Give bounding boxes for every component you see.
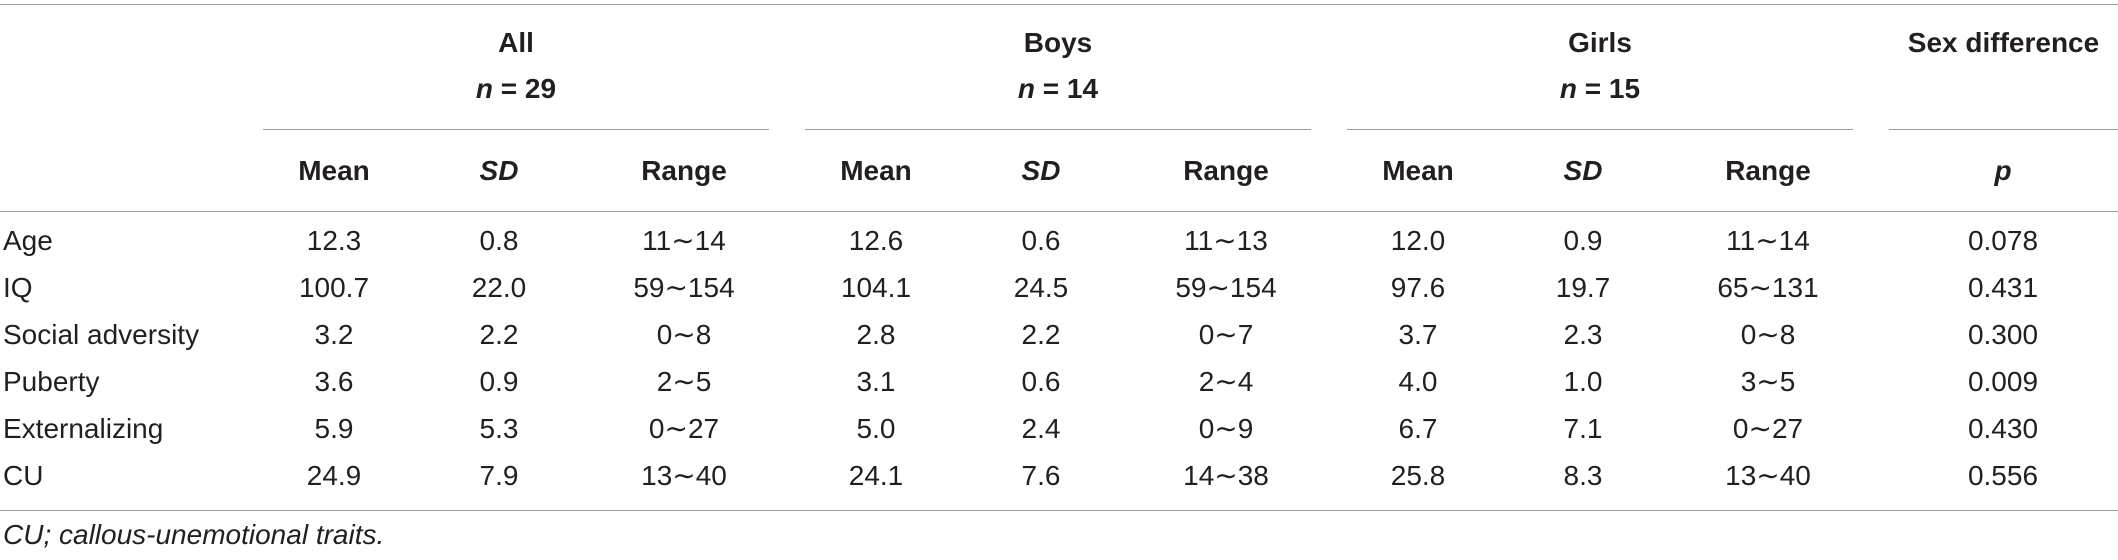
cell-mean-all: 12.3 <box>306 225 362 256</box>
cell-sd-all: 0.9 <box>479 366 519 397</box>
row-label: CU <box>3 460 44 491</box>
cell-sd-boys: 7.6 <box>1021 460 1061 491</box>
cell-range-boys: 14∼38 <box>1183 460 1269 491</box>
cell-mean-girls: 12.0 <box>1390 225 1446 256</box>
row-label: Externalizing <box>3 413 164 444</box>
header-bottom-rule <box>0 211 2118 212</box>
subheader-range-all: Range <box>641 155 727 186</box>
bottom-rule <box>0 510 2118 511</box>
cell-sd-all: 22.0 <box>471 272 527 303</box>
cell-range-all: 13∼40 <box>641 460 727 491</box>
cell-sd-girls: 1.0 <box>1563 366 1603 397</box>
subheader-sd-boys: SD <box>1021 155 1061 186</box>
cell-range-girls: 11∼14 <box>1726 225 1810 256</box>
cell-sd-boys: 24.5 <box>1013 272 1069 303</box>
cell-range-boys: 2∼4 <box>1198 366 1254 397</box>
n-symbol: n <box>1017 73 1036 104</box>
cell-p: 0.556 <box>1967 460 2039 491</box>
cell-sd-girls: 7.1 <box>1563 413 1603 444</box>
group-title-all: All <box>498 27 534 58</box>
cell-mean-boys: 5.0 <box>856 413 896 444</box>
group-title-boys: Boys <box>1023 27 1093 58</box>
n-symbol: n <box>475 73 494 104</box>
table-footnote: CU; callous-unemotional traits. <box>3 519 385 550</box>
cell-mean-boys: 24.1 <box>848 460 904 491</box>
group-n-girls: n = 15 <box>1500 72 1700 106</box>
cell-mean-girls: 4.0 <box>1398 366 1438 397</box>
n-value: = 14 <box>1042 73 1099 104</box>
group-title-girls: Girls <box>1568 27 1632 58</box>
subheader-range-boys: Range <box>1183 155 1269 186</box>
cell-sd-all: 7.9 <box>479 460 519 491</box>
group-n-all: n = 29 <box>416 72 616 106</box>
cell-range-all: 0∼8 <box>656 319 712 350</box>
cell-sd-all: 0.8 <box>479 225 519 256</box>
n-value: = 15 <box>1584 73 1641 104</box>
cell-range-boys: 0∼9 <box>1198 413 1254 444</box>
cell-range-girls: 3∼5 <box>1740 366 1796 397</box>
group-underline-boys <box>805 129 1311 130</box>
cell-sd-all: 2.2 <box>479 319 519 350</box>
cell-range-all: 2∼5 <box>656 366 712 397</box>
subheader-sd-all: SD <box>479 155 519 186</box>
row-label: Age <box>3 225 53 256</box>
subheader-p: p <box>1994 155 2012 186</box>
cell-mean-girls: 6.7 <box>1398 413 1438 444</box>
cell-mean-all: 24.9 <box>306 460 362 491</box>
cell-sd-girls: 2.3 <box>1563 319 1603 350</box>
cell-range-boys: 59∼154 <box>1175 272 1277 303</box>
cell-p: 0.300 <box>1967 319 2039 350</box>
cell-mean-girls: 97.6 <box>1390 272 1446 303</box>
cell-mean-all: 5.9 <box>314 413 354 444</box>
cell-sd-boys: 2.2 <box>1021 319 1061 350</box>
cell-sd-boys: 0.6 <box>1021 366 1061 397</box>
row-label: Social adversity <box>3 319 200 350</box>
subheader-sd-girls: SD <box>1563 155 1603 186</box>
n-symbol: n <box>1559 73 1578 104</box>
cell-range-girls: 0∼8 <box>1740 319 1796 350</box>
cell-sd-girls: 19.7 <box>1555 272 1611 303</box>
row-label: IQ <box>3 272 33 303</box>
group-underline-sex-difference <box>1889 129 2118 130</box>
cell-sd-girls: 0.9 <box>1563 225 1603 256</box>
cell-mean-all: 3.6 <box>314 366 354 397</box>
cell-sd-boys: 0.6 <box>1021 225 1061 256</box>
cell-mean-all: 100.7 <box>298 272 370 303</box>
cell-mean-girls: 25.8 <box>1390 460 1446 491</box>
cell-sd-all: 5.3 <box>479 413 519 444</box>
cell-range-boys: 11∼13 <box>1184 225 1268 256</box>
cell-range-boys: 0∼7 <box>1198 319 1254 350</box>
cell-mean-boys: 2.8 <box>856 319 896 350</box>
cell-sd-boys: 2.4 <box>1021 413 1061 444</box>
cell-p: 0.009 <box>1967 366 2039 397</box>
n-value: = 29 <box>500 73 557 104</box>
cell-range-all: 0∼27 <box>648 413 720 444</box>
cell-mean-girls: 3.7 <box>1398 319 1438 350</box>
group-underline-girls <box>1347 129 1853 130</box>
subheader-mean-boys: Mean <box>840 155 912 186</box>
cell-p: 0.430 <box>1967 413 2039 444</box>
group-n-boys: n = 14 <box>958 72 1158 106</box>
cell-mean-boys: 104.1 <box>840 272 912 303</box>
subheader-mean-girls: Mean <box>1382 155 1454 186</box>
subheader-mean-all: Mean <box>298 155 370 186</box>
cell-mean-boys: 12.6 <box>848 225 904 256</box>
group-title-sex-difference: Sex difference <box>1907 27 2100 58</box>
cell-p: 0.431 <box>1967 272 2039 303</box>
top-rule <box>0 4 2118 5</box>
group-underline-all <box>263 129 769 130</box>
cell-range-all: 59∼154 <box>633 272 735 303</box>
subheader-range-girls: Range <box>1725 155 1811 186</box>
cell-range-girls: 0∼27 <box>1732 413 1804 444</box>
cell-range-girls: 65∼131 <box>1717 272 1819 303</box>
cell-p: 0.078 <box>1967 225 2039 256</box>
cell-range-girls: 13∼40 <box>1725 460 1811 491</box>
cell-sd-girls: 8.3 <box>1563 460 1603 491</box>
cell-mean-all: 3.2 <box>314 319 354 350</box>
cell-mean-boys: 3.1 <box>856 366 896 397</box>
row-label: Puberty <box>3 366 100 397</box>
cell-range-all: 11∼14 <box>642 225 726 256</box>
